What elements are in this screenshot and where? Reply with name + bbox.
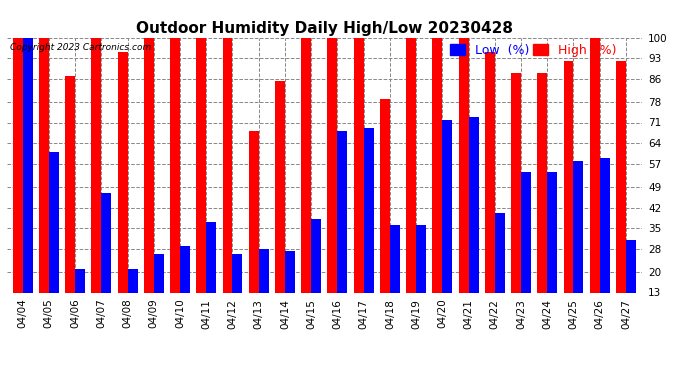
Bar	[433, 38, 442, 331]
Bar	[117, 52, 128, 331]
Bar	[459, 38, 469, 331]
Bar	[128, 269, 137, 331]
Bar	[416, 225, 426, 331]
Bar	[49, 152, 59, 331]
Bar	[564, 61, 573, 331]
Bar	[180, 246, 190, 331]
Bar	[23, 38, 32, 331]
Bar	[39, 38, 49, 331]
Bar	[547, 172, 558, 331]
Bar	[249, 131, 259, 331]
Bar	[91, 38, 101, 331]
Bar	[206, 222, 216, 331]
Bar	[101, 193, 111, 331]
Bar	[485, 52, 495, 331]
Bar	[521, 172, 531, 331]
Bar	[600, 158, 610, 331]
Bar	[170, 38, 180, 331]
Bar	[144, 38, 154, 331]
Bar	[495, 213, 505, 331]
Bar	[406, 38, 416, 331]
Bar	[328, 38, 337, 331]
Bar	[573, 160, 584, 331]
Bar	[364, 128, 373, 331]
Bar	[616, 61, 626, 331]
Bar	[337, 131, 347, 331]
Bar	[354, 38, 364, 331]
Title: Outdoor Humidity Daily High/Low 20230428: Outdoor Humidity Daily High/Low 20230428	[136, 21, 513, 36]
Bar	[302, 38, 311, 331]
Text: Copyright 2023 Cartronics.com: Copyright 2023 Cartronics.com	[10, 43, 151, 52]
Bar	[285, 252, 295, 331]
Bar	[538, 73, 547, 331]
Bar	[590, 38, 600, 331]
Bar	[154, 254, 164, 331]
Bar	[65, 76, 75, 331]
Bar	[259, 249, 268, 331]
Bar	[469, 117, 479, 331]
Bar	[196, 38, 206, 331]
Bar	[626, 240, 636, 331]
Legend: Low  (%), High  (%): Low (%), High (%)	[450, 44, 616, 57]
Bar	[233, 254, 242, 331]
Bar	[380, 99, 390, 331]
Bar	[12, 38, 23, 331]
Bar	[222, 38, 233, 331]
Bar	[75, 269, 85, 331]
Bar	[442, 120, 453, 331]
Bar	[311, 219, 321, 331]
Bar	[390, 225, 400, 331]
Bar	[511, 73, 521, 331]
Bar	[275, 81, 285, 331]
